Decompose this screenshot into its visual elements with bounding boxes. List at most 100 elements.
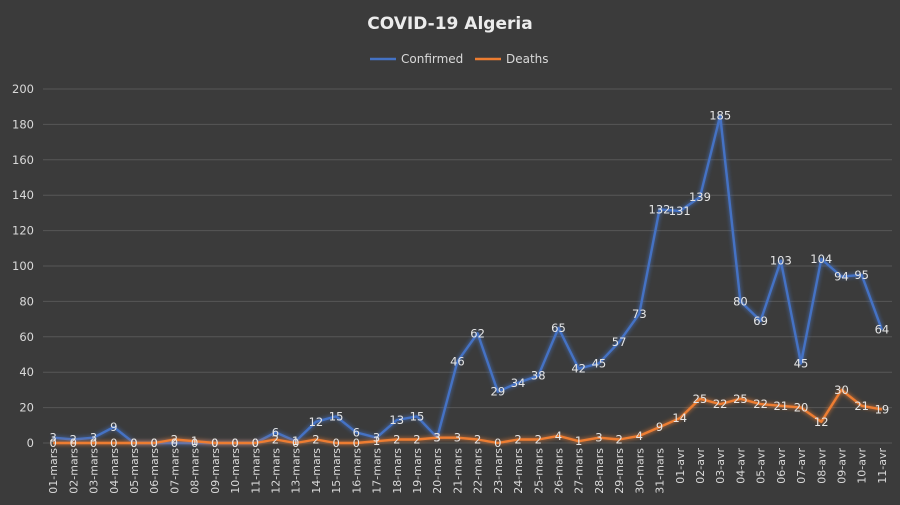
data-label-deaths: 0 [211,436,218,450]
data-label-confirmed: 3 [373,431,380,445]
data-label-deaths: 1 [373,434,380,448]
series-lines [52,114,884,445]
x-tick-label: 08-avr [815,448,828,484]
data-label-confirmed: 131 [669,204,691,218]
x-tick-label: 02-avr [694,448,707,484]
series-line-confirmed [52,114,884,445]
data-label-deaths: 0 [494,436,501,450]
y-tick-label: 0 [27,436,34,450]
data-label-deaths: 2 [312,432,319,446]
data-label-confirmed: 38 [531,369,546,383]
x-tick-label: 31-mars [654,448,667,494]
data-label-deaths: 2 [615,432,622,446]
data-label-confirmed: 95 [854,268,869,282]
data-label-confirmed: 57 [612,335,627,349]
legend-label-confirmed: Confirmed [401,52,463,66]
data-label-confirmed: 45 [592,356,607,370]
data-label-deaths: 21 [854,399,869,413]
x-tick-label: 20-mars [431,448,444,494]
y-tick-label: 100 [12,259,34,273]
x-axis: 01-mars 02-mars 03-mars 04-mars 05-mars 06-ma… [47,448,889,494]
x-tick-label: 18-mars [391,448,404,494]
data-label-deaths: 2 [474,432,481,446]
data-label-deaths: 0 [90,436,97,450]
data-label-confirmed: 69 [753,314,768,328]
data-label-confirmed: 6 [353,425,360,439]
x-tick-label: 26-mars [552,448,565,494]
data-label-confirmed: 45 [794,356,809,370]
x-tick-label: 16-mars [350,448,363,494]
x-tick-label: 05-mars [128,448,141,494]
data-label-deaths: 2 [272,432,279,446]
data-label-deaths: 4 [636,429,643,443]
data-label-confirmed: 3 [434,431,441,445]
data-label-deaths: 2 [535,432,542,446]
data-label-deaths: 0 [49,436,56,450]
data-label-deaths: 20 [794,401,809,415]
x-tick-label: 15-mars [330,448,343,494]
data-label-deaths: 25 [693,392,708,406]
data-label-deaths: 0 [231,436,238,450]
x-tick-label: 04-avr [734,448,747,484]
data-label-confirmed: 46 [450,355,465,369]
data-label-deaths: 1 [575,434,582,448]
y-tick-label: 160 [12,153,34,167]
data-label-confirmed: 0 [252,436,259,450]
y-tick-label: 200 [12,82,34,96]
data-label-confirmed: 0 [191,436,198,450]
x-tick-label: 21-mars [451,448,464,494]
data-label-deaths: 4 [555,429,562,443]
data-label-deaths: 22 [713,397,728,411]
y-tick-label: 80 [19,294,34,308]
data-label-confirmed: 15 [329,409,344,423]
x-tick-label: 24-mars [512,448,525,494]
x-tick-label: 22-mars [472,448,485,494]
data-label-deaths: 0 [110,436,117,450]
x-tick-label: 27-mars [573,448,586,494]
x-tick-label: 03-avr [714,448,727,484]
data-label-confirmed: 34 [511,376,526,390]
chart-title: COVID-19 Algeria [367,14,532,34]
data-label-deaths: 0 [70,436,77,450]
x-tick-label: 09-avr [835,448,848,484]
y-tick-label: 20 [19,401,34,415]
data-label-deaths: 1 [191,434,198,448]
x-tick-label: 10-avr [856,448,869,484]
x-tick-label: 11-avr [876,448,889,484]
x-tick-label: 11-mars [249,448,262,494]
legend-label-deaths: Deaths [506,52,549,66]
data-label-confirmed: 2 [70,432,77,446]
x-tick-label: 02-mars [67,448,80,494]
data-label-confirmed: 64 [875,323,890,337]
data-label-confirmed: 94 [834,270,849,284]
x-tick-label: 07-mars [168,448,181,494]
x-tick-label: 10-mars [229,448,242,494]
legend: Confirmed Deaths [370,52,549,66]
data-label-deaths: 2 [413,432,420,446]
x-tick-label: 06-mars [148,448,161,494]
data-label-deaths: 3 [454,431,461,445]
data-label-deaths: 2 [393,432,400,446]
y-tick-label: 60 [19,330,34,344]
x-tick-label: 06-avr [775,448,788,484]
x-tick-label: 25-mars [532,448,545,494]
data-label-deaths: 22 [753,397,768,411]
data-label-deaths: 21 [774,399,789,413]
series-line-deaths [53,388,883,445]
data-label-confirmed: 132 [649,202,671,216]
data-label-confirmed: 0 [130,436,137,450]
data-label-confirmed: 9 [110,420,117,434]
data-label-confirmed: 0 [231,436,238,450]
data-label-confirmed: 0 [171,436,178,450]
x-tick-label: 07-avr [795,448,808,484]
data-label-deaths: 0 [151,436,158,450]
data-label-deaths: 0 [353,436,360,450]
data-label-deaths: 2 [171,432,178,446]
x-tick-label: 01-mars [47,448,60,494]
x-tick-label: 29-mars [613,448,626,494]
x-tick-label: 09-mars [209,448,222,494]
y-tick-label: 120 [12,224,34,238]
